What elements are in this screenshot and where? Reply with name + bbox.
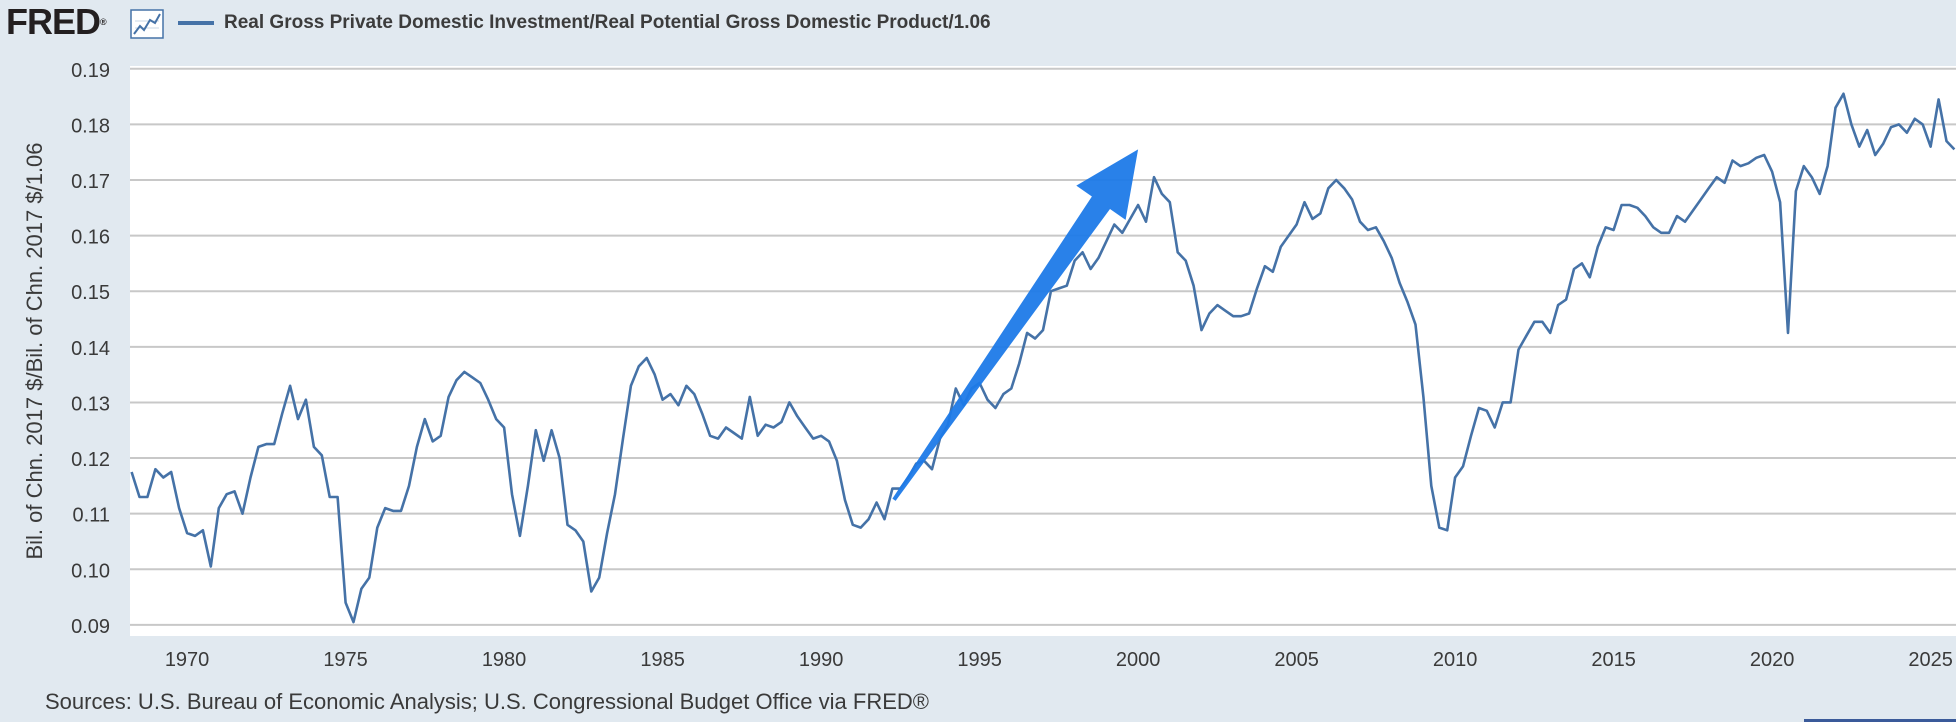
x-tick-label: 2020	[1750, 649, 1795, 671]
y-axis-label: Bil. of Chn. 2017 $/Bil. of Chn. 2017 $/…	[22, 142, 47, 559]
fred-logo-registered-mark: ®	[100, 17, 107, 27]
line-chart-icon[interactable]	[130, 9, 164, 39]
x-tick-label: 1995	[957, 649, 1002, 671]
legend-series-swatch	[178, 21, 214, 25]
x-axis-ticks: 1970 1975 1980 1985 1990 1995 2000 2005 2010 2015…	[165, 649, 1953, 671]
x-tick-label: 1975	[323, 649, 368, 671]
y-tick-label: 0.11	[73, 505, 110, 527]
x-tick-label: 2010	[1433, 649, 1478, 671]
y-tick-label: 0.15	[71, 282, 110, 304]
plot-area	[130, 66, 1956, 636]
chart-legend[interactable]: Real Gross Private Domestic Investment/R…	[178, 10, 991, 36]
fred-logo-text: FRED	[6, 1, 101, 42]
y-tick-label: 0.17	[71, 171, 110, 193]
y-tick-label: 0.12	[71, 449, 110, 471]
x-tick-label: 2005	[1274, 649, 1319, 671]
x-tick-label: 1985	[640, 649, 685, 671]
fred-logo[interactable]: FRED®	[6, 2, 107, 42]
y-tick-label: 0.18	[71, 115, 110, 137]
y-axis-ticks: 0.09 0.10 0.11 0.12 0.13 0.14 0.15 0.16 0.17 0.18…	[71, 60, 110, 638]
y-tick-label: 0.16	[71, 227, 110, 249]
y-tick-label: 0.09	[71, 616, 110, 638]
annotation-arrow	[892, 149, 1139, 501]
source-note: Sources: U.S. Bureau of Economic Analysi…	[45, 689, 929, 714]
y-tick-label: 0.13	[71, 393, 110, 415]
y-tick-label: 0.10	[71, 560, 110, 582]
x-tick-label: 1980	[482, 649, 527, 671]
x-tick-label: 2025	[1908, 649, 1953, 671]
chart-header: FRED® Real Gross Private Domestic Invest…	[0, 0, 1956, 44]
y-tick-label: 0.19	[71, 60, 110, 82]
x-tick-label: 1990	[799, 649, 844, 671]
bottom-tab-edge	[1804, 719, 1956, 722]
y-tick-label: 0.14	[71, 338, 110, 360]
legend-series-label: Real Gross Private Domestic Investment/R…	[224, 12, 991, 33]
gridlines	[130, 67, 1956, 626]
annotation-layer	[892, 149, 1139, 501]
x-tick-label: 2000	[1116, 649, 1161, 671]
x-tick-label: 2015	[1591, 649, 1636, 671]
series-line[interactable]	[130, 92, 1956, 624]
x-tick-label: 1970	[165, 649, 210, 671]
